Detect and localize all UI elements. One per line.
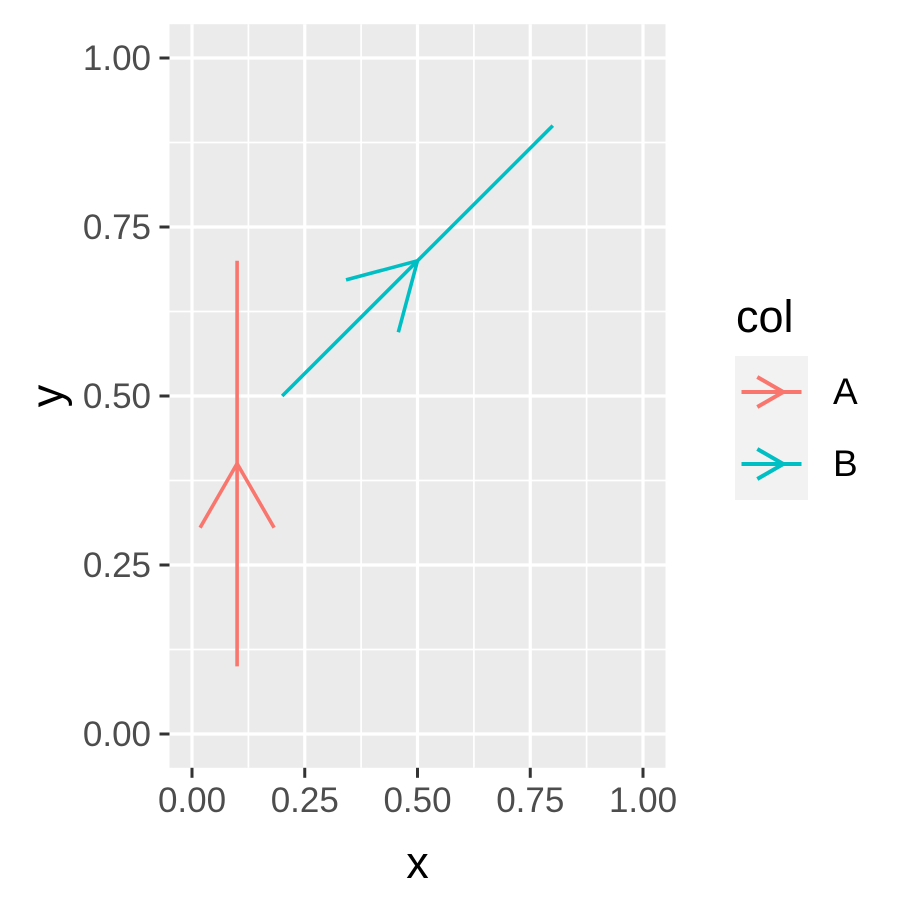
legend-label-b: B [833,443,858,484]
y-axis-title: y [21,384,73,408]
y-tick-label: 1.00 [83,39,151,78]
legend-key-arrowhead-A [756,375,788,409]
x-tick-label: 0.50 [383,781,451,820]
legend-title: col [736,291,794,342]
legend-key-arrowhead-B [756,447,788,481]
x-tick-label: 0.75 [496,781,564,820]
x-axis-title: x [406,837,429,888]
series-A-arrowhead [198,460,276,529]
y-tick-label: 0.00 [83,715,151,754]
legend-label-a: A [833,371,858,412]
y-tick-label: 0.25 [83,546,151,585]
y-tick-label: 0.75 [83,208,151,247]
x-tick-label: 0.00 [158,781,226,820]
y-tick-label: 0.50 [83,377,151,416]
series-B-arrowhead [345,258,421,333]
x-tick-label: 1.00 [609,781,677,820]
x-tick-label: 0.25 [271,781,339,820]
